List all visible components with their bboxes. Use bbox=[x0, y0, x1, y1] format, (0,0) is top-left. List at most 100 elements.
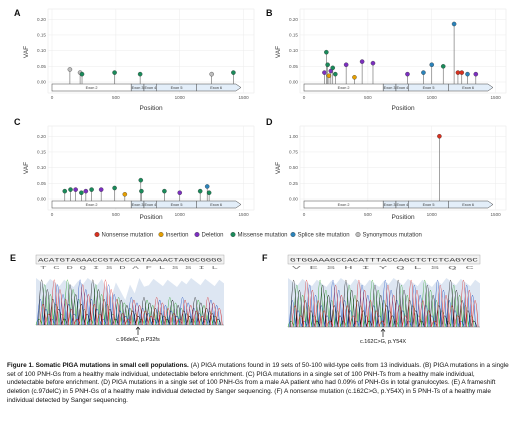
x-tick-label: 500 bbox=[364, 212, 372, 217]
data-point bbox=[325, 62, 330, 68]
legend-swatch bbox=[194, 232, 200, 237]
exon-label: Exon 6 bbox=[210, 86, 222, 90]
caption-body: (A) PIGA mutations found in 19 sets of 5… bbox=[7, 362, 509, 404]
legend-label: Missense mutation bbox=[238, 233, 288, 239]
exon-label: Exon 3 bbox=[384, 203, 396, 207]
exon-label: Exon 5 bbox=[423, 86, 435, 90]
data-point bbox=[352, 75, 357, 80]
x-axis-title: Position bbox=[391, 105, 415, 112]
exon-label: Exon 3 bbox=[384, 86, 396, 90]
data-point bbox=[429, 62, 435, 68]
data-point bbox=[473, 71, 479, 77]
x-tick-label: 1500 bbox=[490, 212, 501, 217]
y-tick-label: 0.20 bbox=[37, 134, 46, 139]
data-point bbox=[73, 187, 78, 192]
y-axis-title: VAF bbox=[23, 46, 30, 58]
data-point bbox=[139, 188, 144, 194]
legend-label: Insertion bbox=[166, 233, 189, 239]
y-tick-label: 0.20 bbox=[289, 17, 298, 22]
x-tick-label: 1500 bbox=[238, 95, 249, 100]
data-point bbox=[67, 67, 73, 72]
legend-label: Synonymous mutation bbox=[363, 233, 422, 239]
mutation-annotation: c.162C>G, p.Y54X bbox=[360, 339, 406, 345]
panel-letter: E bbox=[10, 253, 16, 263]
data-point bbox=[162, 188, 167, 194]
panel-letter: F bbox=[262, 253, 268, 263]
y-tick-label: 0.05 bbox=[37, 181, 46, 186]
legend-swatch bbox=[158, 232, 164, 237]
data-point bbox=[197, 188, 203, 194]
plot-area bbox=[299, 8, 507, 94]
x-tick-label: 1500 bbox=[490, 95, 501, 100]
figure-canvas: A 0.00 0.05 0.10 0.15 0.20 0 500 1000 1500 VAF Posi… bbox=[10, 8, 507, 345]
data-point bbox=[137, 71, 143, 77]
chromatogram-f: F GTGGAAAGCCACATTTACCAGCTCTCTCAGYGC V E S … bbox=[262, 253, 481, 345]
panel-letter: B bbox=[266, 8, 273, 18]
exon-block bbox=[448, 200, 494, 209]
mutation-annotation: c.96delC, p.P32fs bbox=[116, 337, 160, 343]
sequence-strip bbox=[35, 254, 225, 265]
data-point bbox=[405, 71, 410, 77]
exon-label: Exon 3 bbox=[132, 203, 144, 207]
legend-swatch bbox=[290, 232, 296, 237]
exon-label: Exon 2 bbox=[338, 203, 350, 207]
exon-label: Exon 4 bbox=[144, 86, 156, 90]
plot-area bbox=[299, 125, 507, 211]
legend-swatch bbox=[355, 232, 361, 237]
panel-letter: D bbox=[266, 117, 273, 127]
x-tick-label: 0 bbox=[51, 95, 54, 100]
data-point bbox=[465, 71, 470, 77]
exon-label: Exon 3 bbox=[132, 86, 144, 90]
y-tick-label: 0.10 bbox=[289, 48, 298, 53]
exon-label: Exon 5 bbox=[423, 203, 435, 207]
figure-caption: Figure 1. Somatic PIGA mutations in smal… bbox=[7, 362, 513, 406]
panel-letter: C bbox=[14, 117, 21, 127]
exon-label: Exon 6 bbox=[462, 86, 474, 90]
data-point bbox=[112, 70, 117, 75]
data-point bbox=[98, 187, 104, 192]
exon-label: Exon 4 bbox=[396, 86, 408, 90]
data-point bbox=[359, 59, 365, 64]
exon-label: Exon 6 bbox=[462, 203, 474, 207]
sequence-strip bbox=[287, 254, 481, 265]
x-tick-label: 1000 bbox=[427, 212, 438, 217]
data-point bbox=[326, 73, 332, 79]
y-axis-title: VAF bbox=[23, 162, 30, 174]
base-sequence: GTGGAAAGCCACATTTACCAGCTCTCTCAGYGC bbox=[290, 257, 478, 263]
y-axis-title: VAF bbox=[275, 162, 282, 174]
data-point bbox=[62, 188, 68, 194]
x-axis-title: Position bbox=[139, 105, 163, 112]
exon-block bbox=[196, 83, 242, 92]
x-tick-label: 0 bbox=[303, 212, 306, 217]
data-point bbox=[89, 187, 94, 192]
x-tick-label: 0 bbox=[51, 212, 54, 217]
x-tick-label: 1000 bbox=[175, 212, 186, 217]
y-tick-label: 0.25 bbox=[289, 181, 298, 186]
data-point bbox=[421, 70, 426, 75]
y-tick-label: 0.50 bbox=[289, 165, 298, 170]
protein-sequence: V E S H I Y Q L S Q C bbox=[292, 267, 476, 271]
panel-letter: A bbox=[14, 8, 21, 18]
data-point bbox=[370, 60, 376, 66]
legend-label: Nonsense mutation bbox=[102, 233, 154, 239]
exon-label: Exon 2 bbox=[86, 203, 98, 207]
data-point bbox=[437, 133, 442, 139]
legend-label: Splice site mutation bbox=[298, 233, 350, 239]
chart-panel-c: C 0.00 0.05 0.10 0.15 0.20 0 500 1000 1500 VAF Posi… bbox=[14, 117, 255, 221]
plot-area bbox=[47, 125, 255, 211]
data-point bbox=[83, 188, 89, 194]
plot-area bbox=[47, 8, 255, 94]
data-point bbox=[451, 21, 457, 27]
x-tick-label: 1000 bbox=[175, 95, 186, 100]
caption-title: Figure 1. Somatic PIGA mutations in smal… bbox=[7, 362, 189, 369]
exon-label: Exon 5 bbox=[171, 86, 183, 90]
x-tick-label: 1500 bbox=[238, 212, 249, 217]
data-point bbox=[440, 64, 446, 69]
data-point bbox=[333, 71, 338, 77]
mutation-legend: Nonsense mutation Insertion Deletion Missen… bbox=[94, 232, 422, 239]
data-point bbox=[459, 70, 465, 75]
data-point bbox=[204, 184, 210, 189]
y-tick-label: 0.00 bbox=[289, 197, 298, 202]
x-tick-label: 1000 bbox=[427, 95, 438, 100]
data-point bbox=[79, 190, 84, 196]
